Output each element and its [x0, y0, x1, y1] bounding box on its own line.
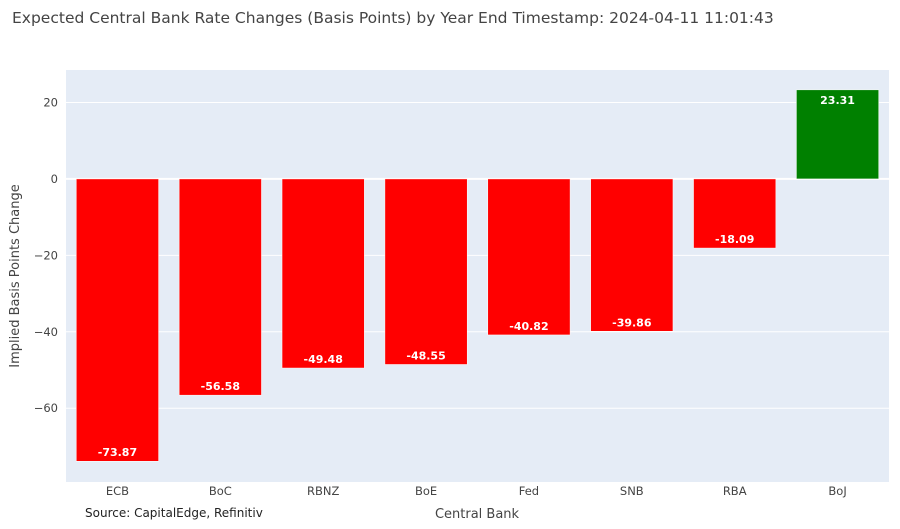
data-label: -39.86	[612, 316, 652, 329]
x-tick-label: BoJ	[828, 484, 846, 498]
bar-rbnz	[281, 178, 365, 369]
data-label: -48.55	[406, 349, 445, 362]
data-labels: -73.87 -56.58 -49.48 -48.55 -40.82 -39.86 -18.…	[98, 94, 855, 459]
x-tick-label: ECB	[106, 484, 129, 498]
bar-rba	[693, 178, 777, 249]
data-label: -49.48	[304, 353, 343, 366]
data-label: -18.09	[715, 233, 754, 246]
data-label: -40.82	[509, 320, 548, 333]
y-tick-label: −60	[34, 401, 58, 415]
bars	[76, 89, 879, 462]
y-axis-ticks: 20 0 −20 −40 −60	[34, 95, 58, 415]
bar-boc	[178, 178, 262, 396]
data-label: -56.58	[201, 380, 240, 393]
bar-boe	[384, 178, 468, 365]
bar-ecb	[76, 178, 159, 462]
x-tick-label: SNB	[620, 484, 644, 498]
source-annotation: Source: CapitalEdge, Refinitiv	[85, 506, 263, 520]
x-axis-title: Central Bank	[435, 507, 520, 522]
y-tick-label: 20	[43, 95, 58, 109]
data-label: 23.31	[820, 94, 855, 107]
y-tick-label: −40	[34, 325, 58, 339]
data-label: -73.87	[98, 446, 137, 459]
y-axis-title: Implied Basis Points Change	[8, 184, 23, 368]
x-tick-label: RBNZ	[307, 484, 339, 498]
bar-fed	[487, 178, 571, 336]
x-tick-label: Fed	[519, 484, 539, 498]
y-tick-label: −20	[34, 248, 58, 262]
bar-boj	[796, 89, 879, 180]
x-tick-label: RBA	[723, 484, 747, 498]
x-tick-label: BoE	[415, 484, 437, 498]
bar-snb	[590, 178, 674, 332]
y-tick-label: 0	[51, 172, 58, 186]
chart-title: Expected Central Bank Rate Changes (Basi…	[12, 9, 774, 27]
x-tick-label: BoC	[209, 484, 232, 498]
x-axis-ticks: ECB BoC RBNZ BoE Fed SNB RBA BoJ	[106, 484, 847, 498]
